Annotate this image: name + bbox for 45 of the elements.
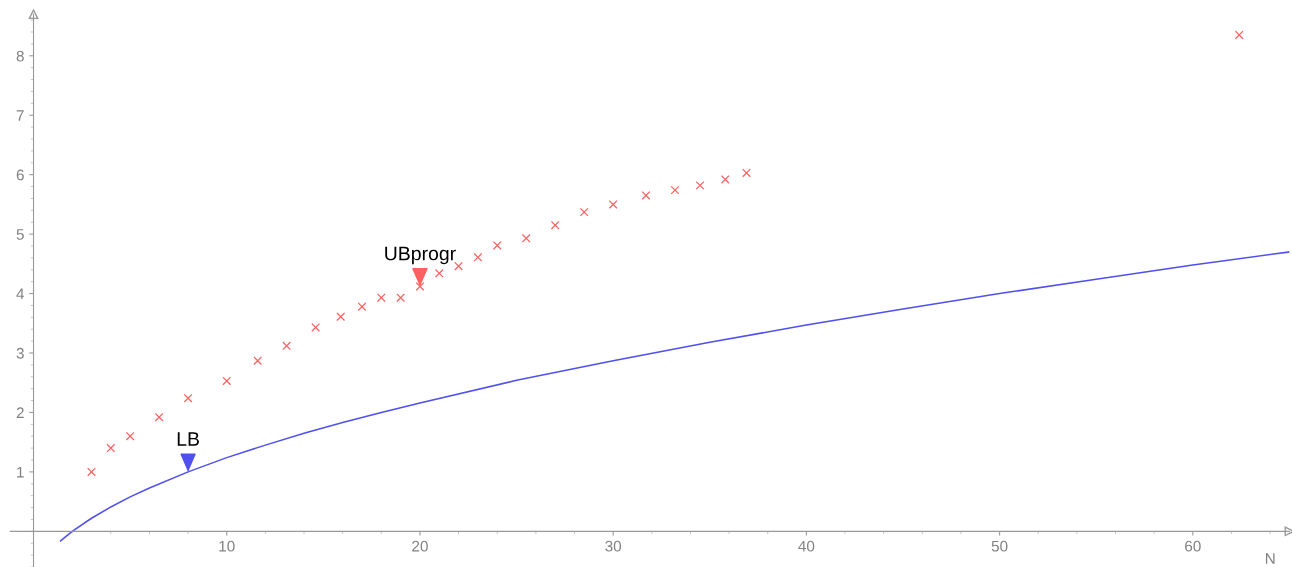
annotation: UBprogr	[385, 246, 456, 265]
y-tick-label: 7	[16, 110, 24, 121]
point	[521, 233, 531, 243]
annotation: LB	[177, 432, 199, 446]
point	[454, 261, 464, 271]
point	[720, 174, 730, 184]
x-tick-label: 20	[412, 540, 428, 552]
point	[550, 220, 560, 230]
point	[695, 180, 705, 190]
x-tick-label: 50	[991, 540, 1008, 552]
point	[473, 252, 483, 262]
x-tick-label: 30	[605, 540, 622, 552]
x-axis-title: N	[1265, 553, 1275, 564]
point	[742, 168, 751, 178]
y-tick-label: 3	[16, 347, 24, 359]
point	[396, 293, 406, 303]
point	[253, 356, 263, 366]
point	[125, 431, 135, 441]
point	[492, 240, 502, 250]
y-tick-label: 6	[16, 169, 24, 181]
y-tick-label: 5	[16, 229, 24, 240]
y-tick-label: 2	[16, 407, 24, 418]
y-tick-label: 1	[17, 466, 24, 478]
point	[641, 191, 651, 200]
point	[670, 185, 680, 195]
point	[183, 393, 193, 403]
x-tick-label: 10	[219, 540, 235, 552]
point	[311, 323, 321, 332]
point	[282, 341, 292, 351]
x-tick-label: 60	[1185, 540, 1201, 552]
point	[222, 376, 232, 386]
point	[415, 281, 425, 291]
y-tick-label: 4	[16, 288, 25, 300]
point	[579, 207, 589, 217]
point	[154, 412, 164, 422]
point	[106, 443, 116, 453]
point	[336, 312, 346, 322]
point	[87, 467, 96, 477]
point	[434, 268, 444, 278]
point	[376, 293, 386, 303]
point	[608, 199, 618, 209]
x-tick-label: 40	[798, 540, 815, 552]
y-tick-label: 8	[16, 50, 24, 62]
point	[1234, 30, 1244, 40]
point	[357, 302, 367, 312]
